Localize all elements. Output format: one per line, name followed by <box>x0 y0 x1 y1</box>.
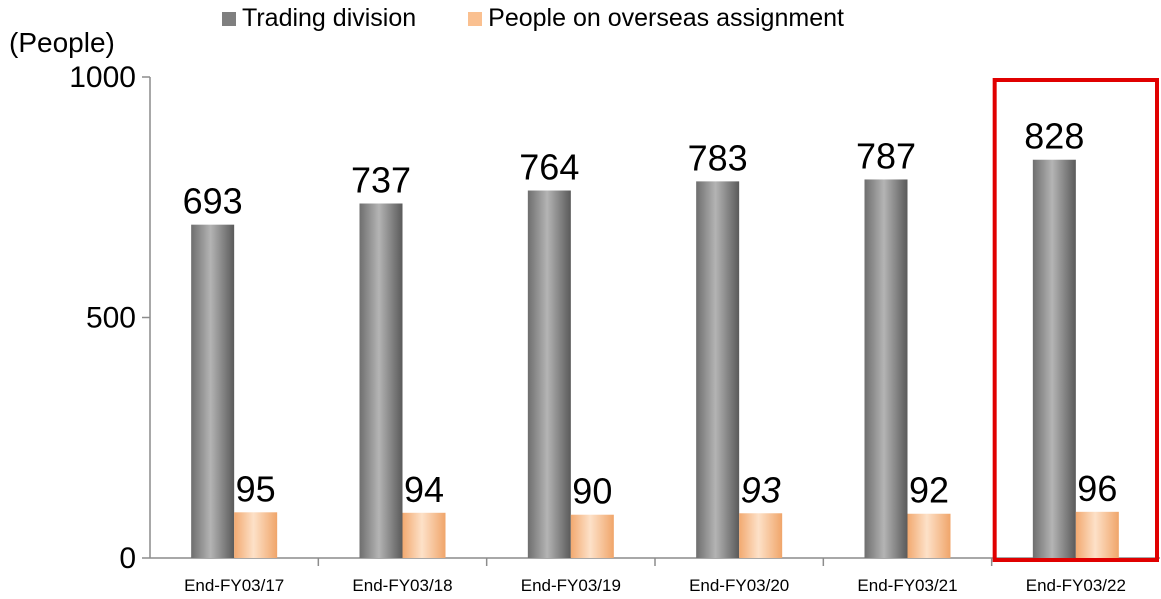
legend-item-trading: Trading division <box>222 4 416 33</box>
bar <box>402 512 446 558</box>
y-tick-label: 500 <box>86 302 136 335</box>
data-label: 764 <box>519 147 579 188</box>
x-tick-label: End-FY03/20 <box>689 576 789 595</box>
y-tick-label: 0 <box>119 542 136 575</box>
highlight-box <box>992 78 1160 562</box>
bar <box>864 179 908 558</box>
x-tick-label: End-FY03/22 <box>1026 576 1126 595</box>
x-tick-label: End-FY03/21 <box>857 576 957 595</box>
bar <box>907 513 951 558</box>
bar <box>1032 159 1076 558</box>
legend-swatch-overseas <box>468 11 483 26</box>
data-label: 95 <box>236 468 276 509</box>
legend: Trading division People on overseas assi… <box>222 4 896 33</box>
data-label: 737 <box>351 160 411 201</box>
data-label: 693 <box>183 181 243 222</box>
bar <box>359 203 403 559</box>
legend-label-overseas: People on overseas assignment <box>488 4 844 32</box>
data-label: 783 <box>688 137 748 178</box>
bars <box>191 78 1160 562</box>
bar <box>191 224 235 559</box>
x-tick-label: End-FY03/19 <box>521 576 621 595</box>
bar <box>739 513 783 558</box>
data-labels: 693 95 737 94 764 90 783 93 787 92 828 96 <box>183 116 1118 512</box>
x-tick-label: End-FY03/18 <box>352 576 452 595</box>
legend-label-trading: Trading division <box>242 4 417 32</box>
bar <box>234 512 278 558</box>
legend-swatch-trading <box>222 11 236 26</box>
axes: 0 500 1000 End-FY03/17 End-FY03/18 End-FY03/1… <box>69 61 1160 595</box>
x-tick-label: End-FY03/17 <box>184 576 284 595</box>
bar <box>570 514 614 558</box>
y-tick-label: 1000 <box>69 61 136 94</box>
data-label: 90 <box>572 471 612 512</box>
legend-item-overseas: People on overseas assignment <box>468 4 844 33</box>
data-label: 92 <box>909 470 949 511</box>
data-label: 96 <box>1077 468 1117 509</box>
bar <box>696 181 740 558</box>
data-label: 787 <box>856 135 916 176</box>
y-axis-title: (People) <box>9 27 115 58</box>
bar <box>527 190 571 559</box>
data-label: 94 <box>404 469 444 510</box>
data-label: 828 <box>1024 116 1084 157</box>
data-label: 93 <box>741 469 781 510</box>
bar <box>1075 511 1119 558</box>
